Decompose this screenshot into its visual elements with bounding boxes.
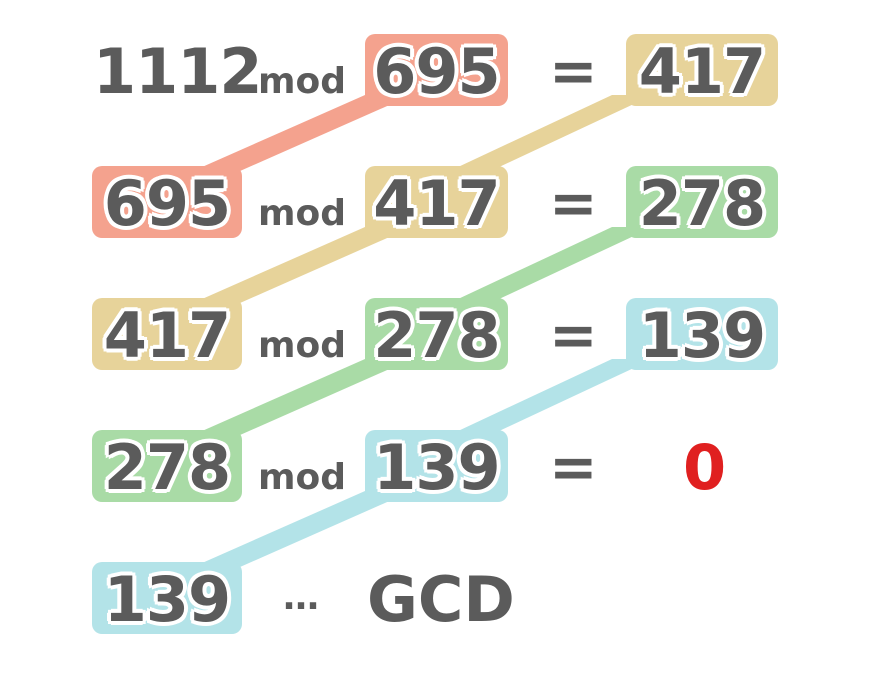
connector-cyan-2 (184, 491, 412, 571)
equals-1: = (549, 37, 598, 105)
gcd-value-box (92, 562, 242, 634)
divisor-box-1 (365, 34, 508, 106)
connector-cyan-1 (441, 359, 653, 439)
divisor-box-2 (365, 166, 508, 238)
connector-green-2 (184, 359, 412, 439)
dividend-1: 1112 (93, 35, 263, 108)
remainder-1: 417 (638, 35, 766, 108)
mod-label-4: mod (258, 457, 347, 498)
remainder-zero: 0 (683, 431, 727, 504)
divisor-3: 278 (373, 299, 500, 372)
connector-green-1 (441, 227, 653, 307)
divisor-4: 139 (373, 431, 500, 504)
dividend-2: 695 (103, 167, 231, 240)
divisor-box-4 (365, 430, 508, 502)
mod-label-2: mod (258, 193, 347, 234)
dividend-3: 417 (103, 299, 231, 372)
equals-3: = (549, 301, 598, 369)
connector-salmon (184, 95, 412, 175)
divisor-box-3 (365, 298, 508, 370)
connector-yellow-2 (184, 227, 412, 307)
gcd-label: GCD (367, 563, 515, 636)
dividend-box-3 (92, 298, 242, 370)
connector-yellow-1 (441, 95, 653, 175)
mod-label-1: mod (258, 61, 347, 102)
ellipsis: … (283, 577, 319, 618)
mod-label-3: mod (258, 325, 347, 366)
remainder-box-3 (626, 298, 778, 370)
remainder-box-2 (626, 166, 778, 238)
divisor-2: 417 (373, 167, 500, 240)
remainder-3: 139 (638, 299, 766, 372)
divisor-1: 695 (373, 35, 500, 108)
dividend-box-4 (92, 430, 242, 502)
dividend-box-2 (92, 166, 242, 238)
remainder-2: 278 (638, 167, 766, 240)
remainder-box-1 (626, 34, 778, 106)
dividend-4: 278 (103, 431, 231, 504)
gcd-value: 139 (103, 563, 231, 636)
equals-4: = (549, 433, 598, 501)
equals-2: = (549, 169, 598, 237)
